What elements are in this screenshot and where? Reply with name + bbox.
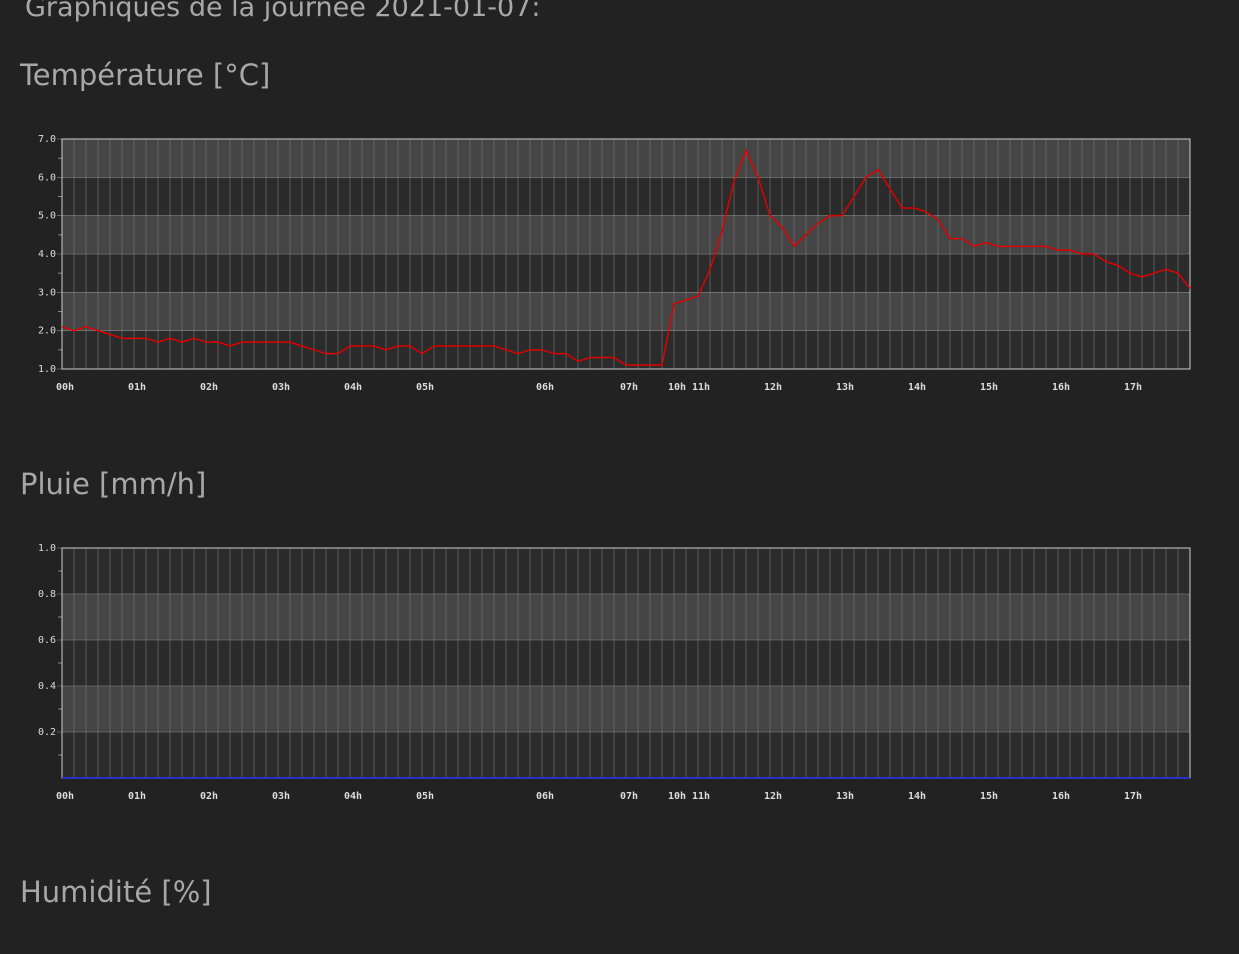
x-tick-label: 12h — [764, 791, 782, 802]
x-tick-label: 15h — [980, 791, 998, 802]
x-tick-label: 16h — [1052, 382, 1070, 393]
chart-title: Pluie [mm/h] — [20, 467, 206, 501]
x-tick-label: 10h — [668, 791, 686, 802]
x-tick-label: 15h — [980, 382, 998, 393]
x-tick-label: 13h — [836, 382, 854, 393]
x-tick-label: 00h — [56, 791, 74, 802]
plot-frame — [61, 138, 1191, 370]
x-tick-label: 05h — [416, 791, 434, 802]
x-tick-label: 07h — [620, 382, 638, 393]
x-tick-label: 16h — [1052, 791, 1070, 802]
x-tick-label: 04h — [344, 791, 362, 802]
x-tick-label: 14h — [908, 382, 926, 393]
y-tick-label: 0.6 — [38, 635, 56, 646]
y-tick-label: 1.0 — [38, 543, 56, 554]
y-tick-label: 7.0 — [38, 134, 56, 145]
x-tick-label: 04h — [344, 382, 362, 393]
x-tick-label: 02h — [200, 382, 218, 393]
x-tick-label: 03h — [272, 791, 290, 802]
y-tick-label: 6.0 — [38, 172, 56, 183]
x-tick-label: 02h — [200, 791, 218, 802]
y-tick-label: 0.2 — [38, 727, 56, 738]
y-tick-label: 4.0 — [38, 249, 56, 260]
x-tick-label: 10h — [668, 382, 686, 393]
y-tick-label: 0.8 — [38, 589, 56, 600]
y-tick-label: 3.0 — [38, 287, 56, 298]
x-tick-label: 06h — [536, 791, 554, 802]
x-tick-label: 06h — [536, 382, 554, 393]
chart-title: Température [°C] — [19, 58, 270, 92]
data-line — [61, 148, 1191, 366]
x-tick-label: 13h — [836, 791, 854, 802]
x-tick-label: 03h — [272, 382, 290, 393]
y-tick-label: 1.0 — [38, 364, 56, 375]
y-tick-label: 0.4 — [38, 681, 56, 692]
x-tick-label: 14h — [908, 791, 926, 802]
x-tick-label: 01h — [128, 791, 146, 802]
section-title: Humidité [%] — [20, 875, 212, 909]
x-tick-label: 11h — [692, 382, 710, 393]
x-tick-label: 01h — [128, 382, 146, 393]
x-tick-label: 17h — [1124, 791, 1142, 802]
x-tick-label: 12h — [764, 382, 782, 393]
y-tick-label: 5.0 — [38, 211, 56, 222]
x-tick-label: 00h — [56, 382, 74, 393]
x-tick-label: 11h — [692, 791, 710, 802]
x-tick-label: 07h — [620, 791, 638, 802]
x-tick-label: 05h — [416, 382, 434, 393]
x-tick-label: 17h — [1124, 382, 1142, 393]
y-tick-label: 2.0 — [38, 326, 56, 337]
page-title: Graphiques de la journée 2021-01-07: — [25, 0, 540, 23]
